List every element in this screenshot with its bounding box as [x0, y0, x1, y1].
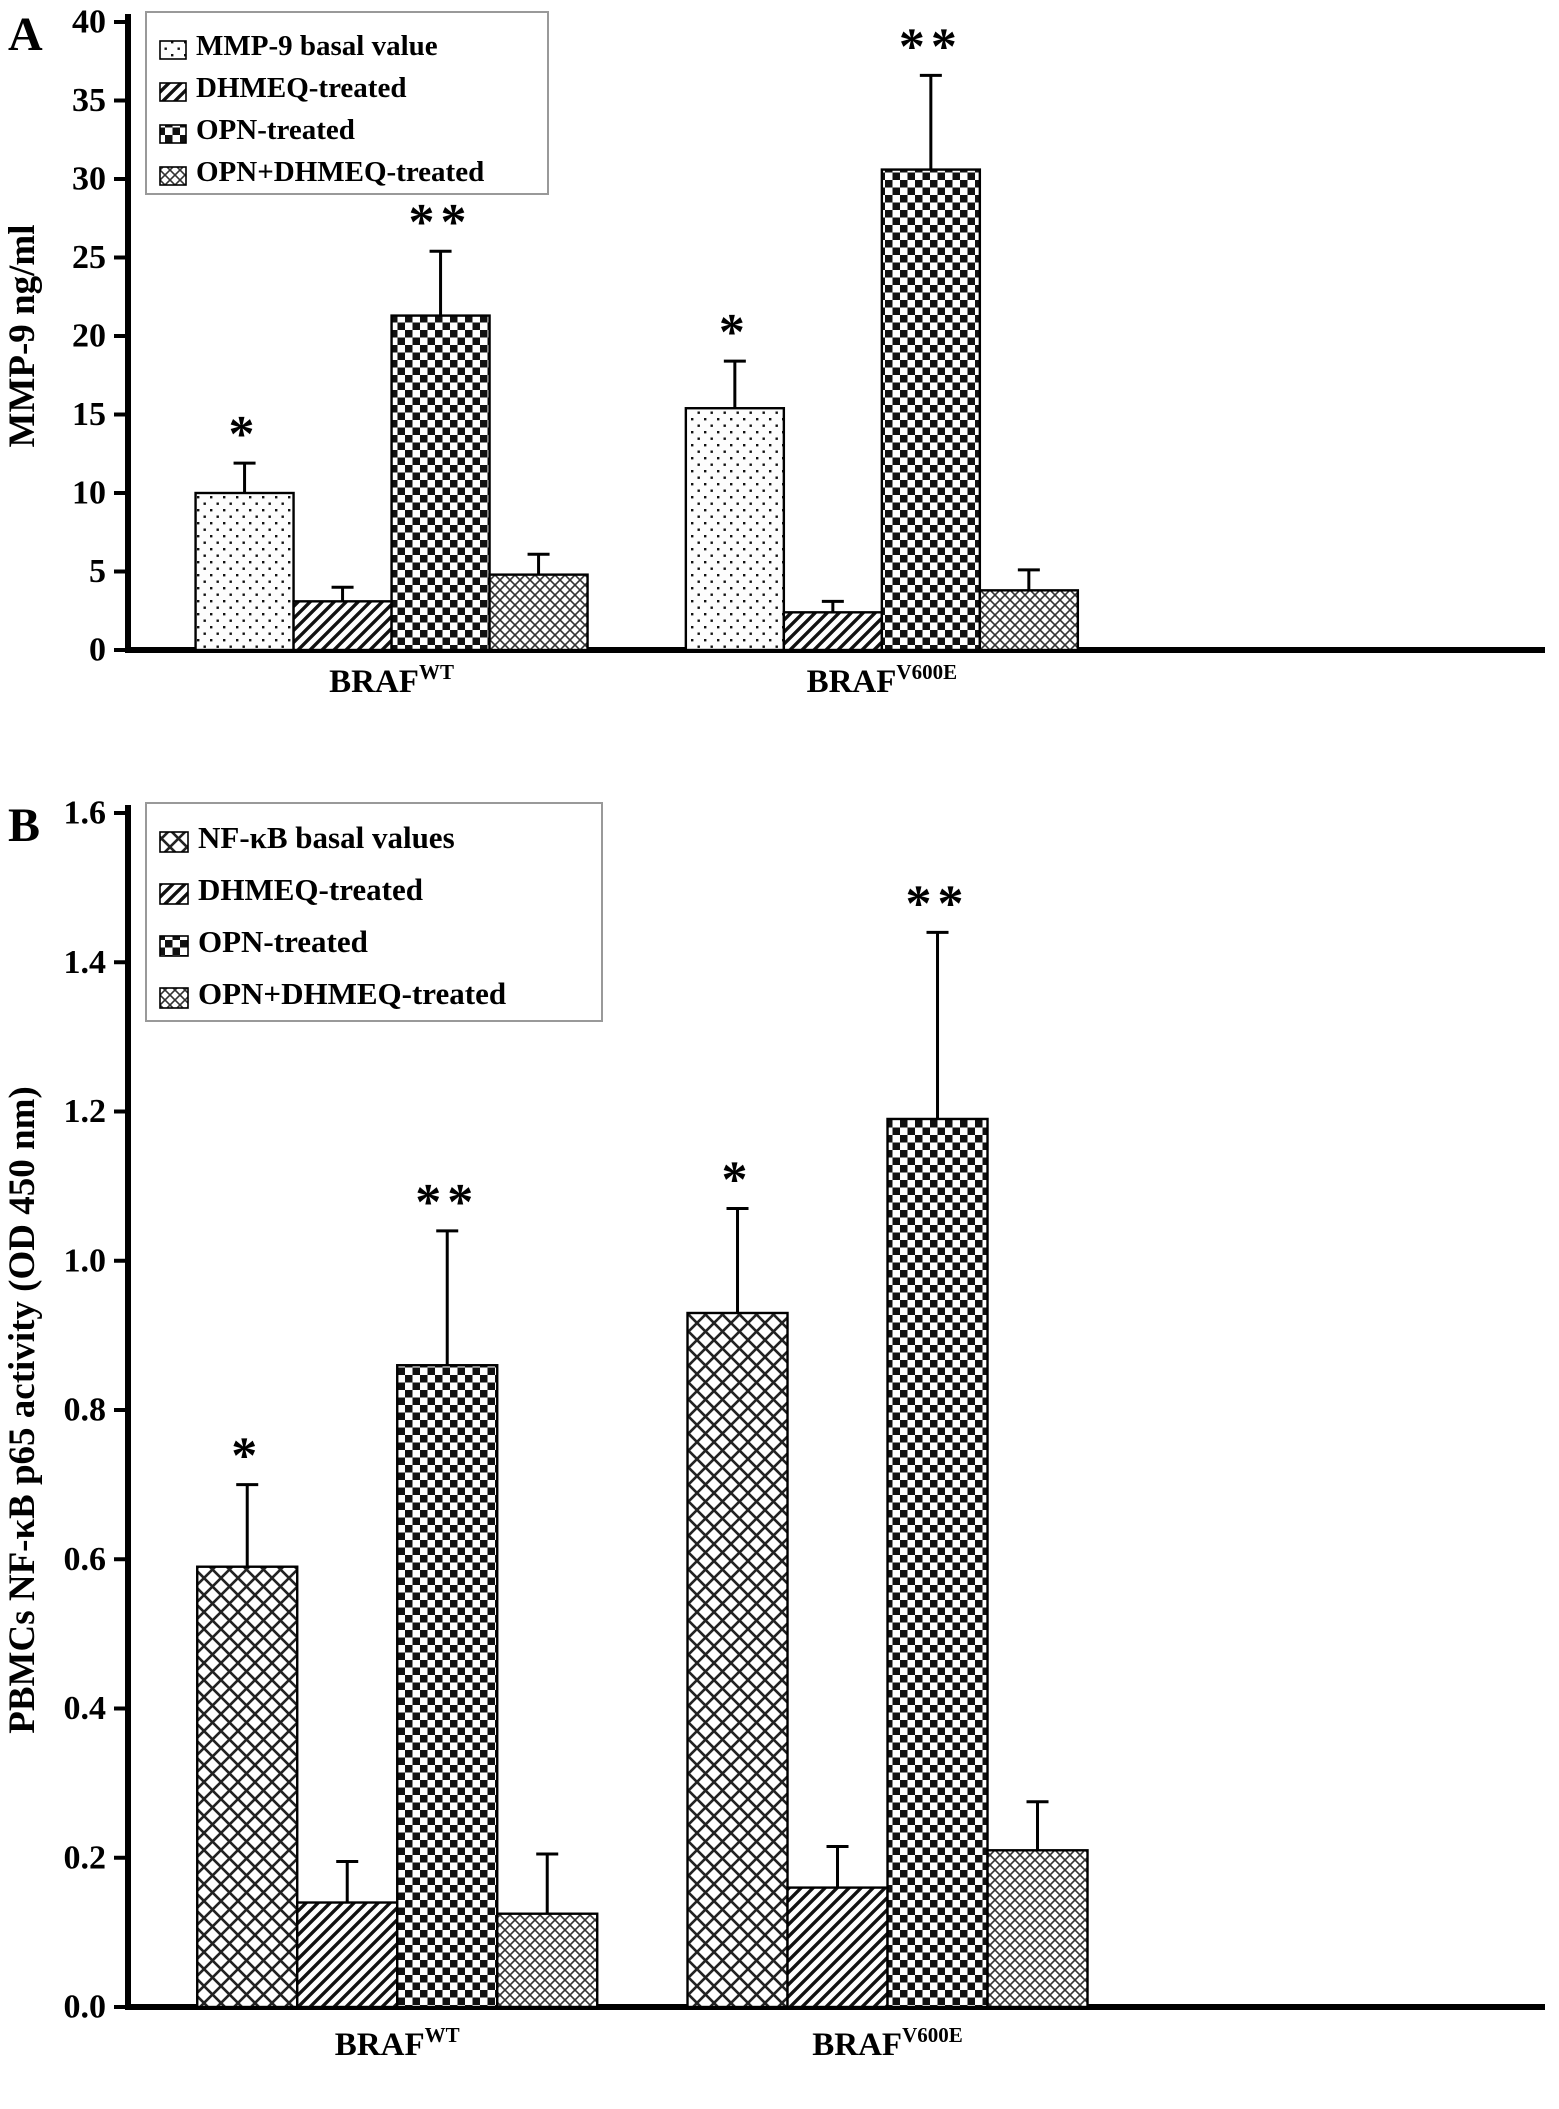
bar-chart-panel-b: B 0.0 0.2 0.4 0.6 0.8 1.0 1.2 1.4 1.6 PBMCs NF-κB …	[2, 795, 1545, 2063]
category-label: BRAFWT	[335, 2023, 460, 2063]
y-tick-label: 0.8	[64, 1392, 107, 1429]
y-axis-title: PBMCs NF-κB p65 activity (OD 450 nm)	[2, 1086, 43, 1733]
panel-label: B	[8, 799, 40, 852]
bar-a-cat0-s3	[488, 573, 589, 652]
y-axis-title: MMP-9 ng/ml	[2, 225, 43, 448]
bar-a-cat0-s2	[390, 314, 491, 652]
y-tick-label: 25	[72, 239, 106, 276]
panel-b: B 0.0 0.2 0.4 0.6 0.8 1.0 1.2 1.4 1.6 PBMCs NF-κB …	[0, 745, 1559, 2109]
bar-b-cat1-s0	[686, 1311, 789, 2009]
y-tick-label: 1.4	[64, 944, 107, 981]
legend-swatch	[159, 935, 189, 957]
significance-marker: *	[231, 1428, 263, 1485]
y-tick-label: 35	[72, 82, 106, 119]
legend-label: OPN+DHMEQ-treated	[198, 976, 506, 1011]
panel-a: A 0 5 10 15 20 25 30 35 40 MMP-9 ng/ml * ** BRAFWT * **…	[0, 0, 1559, 745]
significance-marker: *	[722, 1152, 754, 1209]
bar-b-cat1-s3	[986, 1849, 1089, 2009]
bar-b-cat0-s1	[296, 1901, 399, 2009]
bar-a-cat1-s0	[684, 407, 786, 652]
significance-marker: **	[899, 18, 963, 75]
y-tick-label: 10	[72, 475, 106, 512]
significance-marker: **	[906, 875, 970, 932]
legend-label: OPN-treated	[198, 924, 368, 959]
legend-swatch	[159, 883, 189, 905]
y-tick-label: 1.6	[64, 795, 107, 832]
legend-swatch	[159, 40, 187, 60]
y-tick-label: 40	[72, 4, 106, 41]
bar-b-cat1-s2	[886, 1117, 989, 2009]
bar-b-cat0-s2	[396, 1364, 499, 2009]
y-tick-label: 15	[72, 396, 106, 433]
legend-label: DHMEQ-treated	[196, 72, 406, 104]
y-tick-label: 20	[72, 318, 106, 355]
legend-swatch	[159, 166, 187, 186]
bar-a-cat1-s1	[782, 611, 884, 652]
y-tick-label: 0	[89, 632, 106, 669]
y-tick-label: 0.6	[64, 1541, 107, 1578]
category-label: BRAFWT	[329, 660, 454, 700]
legend-label: OPN-treated	[196, 114, 355, 146]
bar-a-cat0-s0	[194, 491, 295, 652]
bar-b-cat0-s3	[496, 1912, 599, 2009]
category-label: BRAFV600E	[807, 660, 958, 700]
legend-box	[145, 11, 549, 195]
significance-marker: **	[415, 1174, 479, 1231]
bar-a-cat1-s3	[978, 589, 1080, 652]
legend-label: MMP-9 basal value	[196, 30, 438, 62]
y-tick-label: 0.4	[64, 1690, 107, 1727]
y-tick-label: 1.2	[64, 1093, 107, 1130]
y-tick-label: 30	[72, 161, 106, 198]
y-tick-label: 5	[89, 553, 106, 590]
bar-b-cat1-s1	[786, 1886, 889, 2009]
panel-label: A	[8, 8, 43, 61]
y-tick-label: 0.0	[64, 1989, 107, 2026]
bar-b-cat0-s0	[196, 1565, 299, 2009]
significance-marker: *	[719, 304, 751, 361]
legend-swatch	[159, 82, 187, 102]
bar-a-cat0-s1	[292, 600, 393, 652]
legend-label: DHMEQ-treated	[198, 872, 423, 907]
legend-swatch	[159, 987, 189, 1009]
legend-label: OPN+DHMEQ-treated	[196, 156, 484, 188]
legend-label: NF-κB basal values	[198, 820, 455, 855]
significance-marker: *	[229, 406, 261, 463]
legend-box	[145, 802, 603, 1022]
category-label: BRAFV600E	[812, 2023, 963, 2063]
y-tick-label: 1.0	[64, 1242, 107, 1279]
legend-swatch	[159, 124, 187, 144]
bar-a-cat1-s2	[880, 168, 982, 652]
y-tick-label: 0.2	[64, 1839, 107, 1876]
significance-marker: **	[409, 194, 473, 251]
legend-swatch	[159, 831, 189, 853]
